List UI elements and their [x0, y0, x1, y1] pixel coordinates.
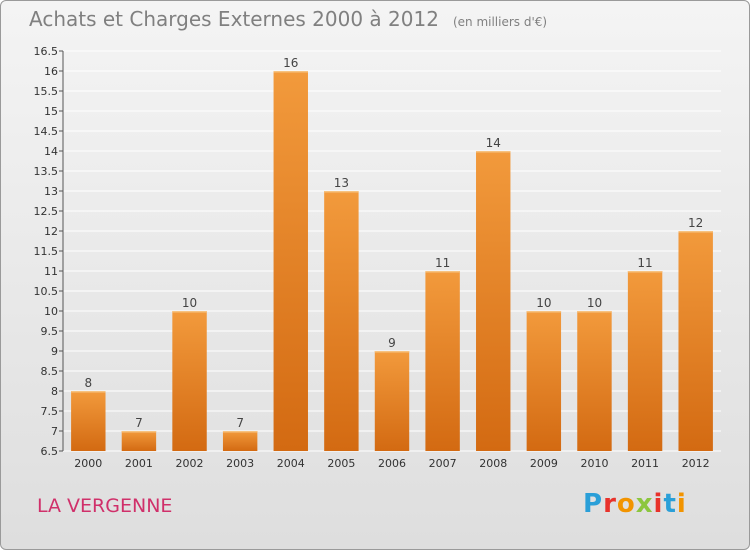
- bar-2010: [577, 311, 612, 451]
- bar-2012: [678, 231, 713, 451]
- x-tick-label-2003: 2003: [226, 457, 254, 470]
- y-tick-label: 15: [44, 105, 58, 118]
- y-tick-label: 8.5: [41, 365, 59, 378]
- y-tick-label: 11: [44, 265, 58, 278]
- y-tick-label: 14: [44, 145, 58, 158]
- logo-letter: t: [663, 489, 677, 519]
- data-label-2012: 12: [688, 216, 703, 230]
- y-tick-label: 6.5: [41, 445, 59, 458]
- logo-letter: i: [676, 489, 687, 519]
- logo-letter: o: [616, 489, 636, 519]
- y-tick-label: 9: [51, 345, 58, 358]
- bar-top-highlight: [71, 391, 106, 393]
- y-tick-label: 8: [51, 385, 58, 398]
- data-label-2004: 16: [283, 56, 298, 70]
- data-label-2010: 10: [587, 296, 602, 310]
- data-labels: 8 7 10 7 16 13 9 11 14 10 10 11 12: [84, 56, 703, 430]
- y-tick-label: 13: [44, 185, 58, 198]
- y-tick-label: 16.5: [34, 45, 59, 58]
- bar-top-highlight: [627, 271, 663, 273]
- bar-2003: [222, 431, 258, 451]
- x-tick-label-2010: 2010: [580, 457, 608, 470]
- bar-2004: [273, 71, 308, 451]
- data-label-2005: 13: [334, 176, 349, 190]
- bar-2006: [374, 351, 410, 451]
- bar-2001: [121, 431, 157, 451]
- logo-letter: x: [635, 489, 654, 519]
- y-tick-label: 15.5: [34, 85, 59, 98]
- bar-2008: [476, 151, 511, 451]
- y-tick-label: 12.5: [34, 205, 59, 218]
- x-tick-label-2006: 2006: [378, 457, 406, 470]
- x-tick-label-2009: 2009: [530, 457, 558, 470]
- x-tick-label-2005: 2005: [327, 457, 355, 470]
- x-tick-label-2012: 2012: [682, 457, 710, 470]
- y-tick-label: 7.5: [41, 405, 59, 418]
- bar-top-highlight: [476, 151, 511, 153]
- bar-top-highlight: [273, 71, 308, 73]
- data-label-2006: 9: [388, 336, 396, 350]
- y-axis: 6.5 7 7.5 8 8.5 9 9.5 10 10.5 11 11.5 12 12.5 13 13.5 1…: [34, 45, 64, 458]
- bar-top-highlight: [678, 231, 713, 233]
- chart-title: Achats et Charges Externes 2000 à 2012 (e…: [29, 7, 547, 31]
- logo-letter: i: [653, 489, 664, 519]
- x-tick-label-2001: 2001: [125, 457, 153, 470]
- chart-title-text: Achats et Charges Externes 2000 à 2012: [29, 7, 439, 31]
- bar-top-highlight: [425, 271, 460, 273]
- bar-top-highlight: [374, 351, 410, 353]
- logo-letter: r: [603, 489, 617, 519]
- bar-2011: [627, 271, 663, 451]
- bar-2005: [324, 191, 359, 451]
- bar-2000: [71, 391, 106, 451]
- bar-2007: [425, 271, 460, 451]
- data-label-2008: 14: [486, 136, 501, 150]
- data-label-2000: 8: [84, 376, 92, 390]
- x-tick-label-2011: 2011: [631, 457, 659, 470]
- x-tick-label-2000: 2000: [74, 457, 102, 470]
- bars: [71, 71, 713, 451]
- y-tick-label: 10.5: [34, 285, 59, 298]
- y-tick-label: 16: [44, 65, 58, 78]
- proxiti-logo: Proxiti: [583, 489, 687, 519]
- x-tick-label-2008: 2008: [479, 457, 507, 470]
- logo-letter: P: [583, 489, 604, 519]
- data-label-2009: 10: [536, 296, 551, 310]
- y-tick-label: 10: [44, 305, 58, 318]
- x-tick-label-2007: 2007: [429, 457, 457, 470]
- y-tick-label: 12: [44, 225, 58, 238]
- bar-top-highlight: [172, 311, 207, 313]
- data-label-2002: 10: [182, 296, 197, 310]
- data-label-2011: 11: [637, 256, 652, 270]
- data-label-2003: 7: [236, 416, 244, 430]
- y-tick-label: 9.5: [41, 325, 59, 338]
- bar-top-highlight: [324, 191, 359, 193]
- x-tick-label-2002: 2002: [176, 457, 204, 470]
- place-name: LA VERGENNE: [37, 495, 173, 517]
- bar-2009: [526, 311, 562, 451]
- y-tick-label: 13.5: [34, 165, 59, 178]
- y-tick-label: 11.5: [34, 245, 59, 258]
- x-axis-labels: 2000 2001 2002 2003 2004 2005 2006 2007 2008 2009…: [74, 457, 709, 470]
- y-tick-label: 14.5: [34, 125, 59, 138]
- data-label-2007: 11: [435, 256, 450, 270]
- bar-top-highlight: [121, 431, 157, 433]
- data-label-2001: 7: [135, 416, 143, 430]
- bar-2002: [172, 311, 207, 451]
- bar-top-highlight: [577, 311, 612, 313]
- x-tick-label-2004: 2004: [277, 457, 305, 470]
- chart-subtitle: (en milliers d'€): [452, 15, 548, 29]
- y-tick-label: 7: [51, 425, 58, 438]
- bar-top-highlight: [526, 311, 562, 313]
- bar-top-highlight: [222, 431, 258, 433]
